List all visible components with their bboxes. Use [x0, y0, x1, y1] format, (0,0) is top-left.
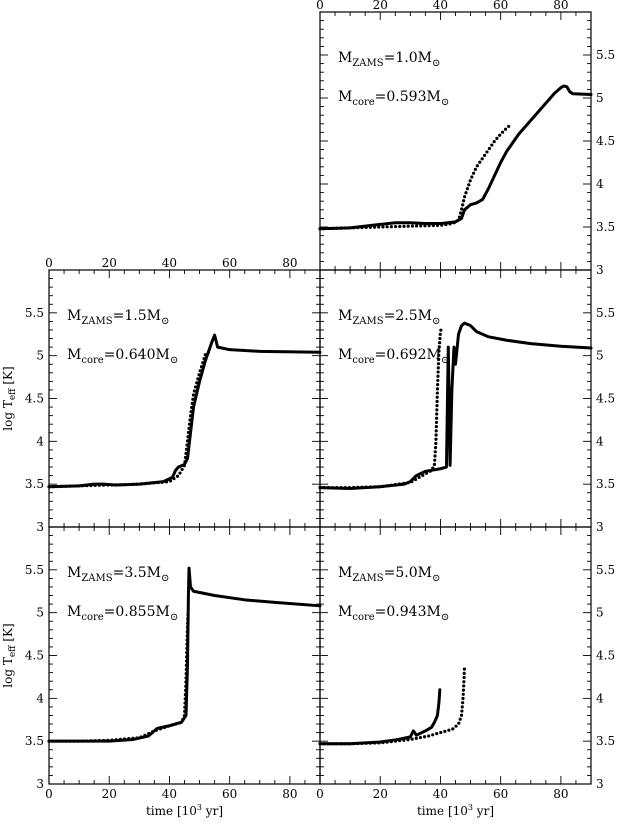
y-tick-label-right: 4: [596, 691, 604, 705]
series-dotted-line: [318, 123, 512, 231]
y-tick-label-right: 4.5: [596, 392, 615, 406]
x-tick-label-top: 60: [222, 256, 237, 270]
y-tick-label-right: 5.5: [596, 563, 615, 577]
y-tick-label-right: 3.5: [596, 220, 615, 234]
y-tick-label: 4.5: [25, 392, 44, 406]
series-dotted-line: [47, 350, 211, 489]
y-tick-label-right: 4.5: [596, 649, 615, 663]
y-tick-label: 4.5: [25, 649, 44, 663]
series-solid-line: [318, 688, 442, 746]
panel-frame: [319, 526, 592, 785]
mcore-label: Mcore=0.855M⊙: [67, 604, 178, 623]
panel-3: 3 3.5 4 4.5 5 5.5 MZAMS=2.5M⊙ Mcore=0.692M⊙: [318, 269, 615, 534]
x-tick-label: 60: [222, 787, 237, 801]
y-tick-label: 4: [36, 691, 44, 705]
y-tick-label: 3.5: [25, 734, 44, 748]
panel-frame: [319, 11, 592, 271]
y-tick-label: 5: [36, 606, 44, 620]
x-tick-label-top: 20: [102, 256, 117, 270]
x-tick-label: 0: [316, 787, 324, 801]
y-axis-label: log Teff [K]: [1, 623, 18, 687]
panel-4: 0 20 40 60 80 3 3.5 4 4.5 5 5.5 log Teff [K] time [1…: [1, 526, 322, 818]
y-axis-label: log Teff [K]: [1, 366, 18, 430]
x-tick-label: 60: [493, 787, 508, 801]
y-tick-label: 5: [36, 349, 44, 363]
panel-2: 0 20 40 60 80 3 3.5 4 4.5 5 5.5 log Teff [K] MZAMS=1…: [1, 256, 322, 534]
mzams-label: MZAMS=1.0M⊙: [338, 50, 440, 69]
panel-1: 0 20 40 60 80 3 3.5 4 4.5 5 5.5 MZAMS=1.0M⊙ Mcore=0.…: [316, 0, 615, 277]
y-tick-label-right: 5: [596, 91, 604, 105]
mcore-label: Mcore=0.593M⊙: [338, 89, 449, 108]
mzams-label: MZAMS=5.0M⊙: [338, 565, 440, 584]
series-solid-line: [318, 84, 593, 231]
mcore-label: Mcore=0.692M⊙: [338, 347, 449, 366]
x-tick-label: 40: [162, 787, 177, 801]
mzams-label: MZAMS=1.5M⊙: [67, 308, 169, 327]
y-tick-label: 4: [36, 434, 44, 448]
panel-frame: [48, 269, 321, 528]
x-tick-label-top: 0: [316, 0, 324, 12]
x-tick-label: 20: [102, 787, 117, 801]
panel-5: 0 20 40 60 80 3 3.5 4 4.5 5 5.5 time [103 yr] MZAMS=…: [316, 526, 615, 818]
x-tick-label: 40: [433, 787, 448, 801]
y-tick-label-right: 3: [596, 777, 604, 791]
series-solid-line: [318, 321, 593, 490]
x-axis-label: time [103 yr]: [146, 803, 223, 818]
x-tick-label: 20: [373, 787, 388, 801]
x-axis-label: time [103 yr]: [417, 803, 494, 818]
x-tick-label-top: 20: [373, 0, 388, 12]
series-dotted-line: [47, 611, 190, 743]
y-tick-label-right: 4: [596, 434, 604, 448]
y-tick-label-right: 5.5: [596, 306, 615, 320]
y-tick-label-right: 3: [596, 263, 604, 277]
y-tick-label: 5.5: [25, 306, 44, 320]
y-tick-label-right: 5.5: [596, 48, 615, 62]
series-dotted-line: [318, 664, 467, 746]
x-tick-label: 0: [45, 787, 53, 801]
mzams-label: MZAMS=3.5M⊙: [67, 565, 169, 584]
x-tick-label-top: 40: [433, 0, 448, 12]
y-tick-label-right: 3.5: [596, 734, 615, 748]
x-tick-label-top: 80: [553, 0, 568, 12]
x-tick-label-top: 0: [45, 256, 53, 270]
x-tick-label-top: 80: [282, 256, 297, 270]
series-dotted-line: [318, 326, 443, 490]
y-tick-label-right: 4: [596, 177, 604, 191]
x-tick-label: 80: [553, 787, 568, 801]
mzams-label: MZAMS=2.5M⊙: [338, 308, 440, 327]
y-tick-label: 5.5: [25, 563, 44, 577]
x-tick-label-top: 60: [493, 0, 508, 12]
x-tick-label: 80: [282, 787, 297, 801]
y-tick-label-right: 5: [596, 349, 604, 363]
x-tick-label-top: 40: [162, 256, 177, 270]
y-tick-label: 3: [36, 520, 44, 534]
y-tick-label-right: 3.5: [596, 477, 615, 491]
y-tick-label: 3.5: [25, 477, 44, 491]
y-tick-label-right: 3: [596, 520, 604, 534]
mcore-label: Mcore=0.640M⊙: [67, 347, 178, 366]
y-tick-label-right: 5: [596, 606, 604, 620]
y-tick-label-right: 4.5: [596, 134, 615, 148]
panel-frame: [48, 526, 321, 785]
y-tick-label: 3: [36, 777, 44, 791]
mcore-label: Mcore=0.943M⊙: [338, 604, 449, 623]
